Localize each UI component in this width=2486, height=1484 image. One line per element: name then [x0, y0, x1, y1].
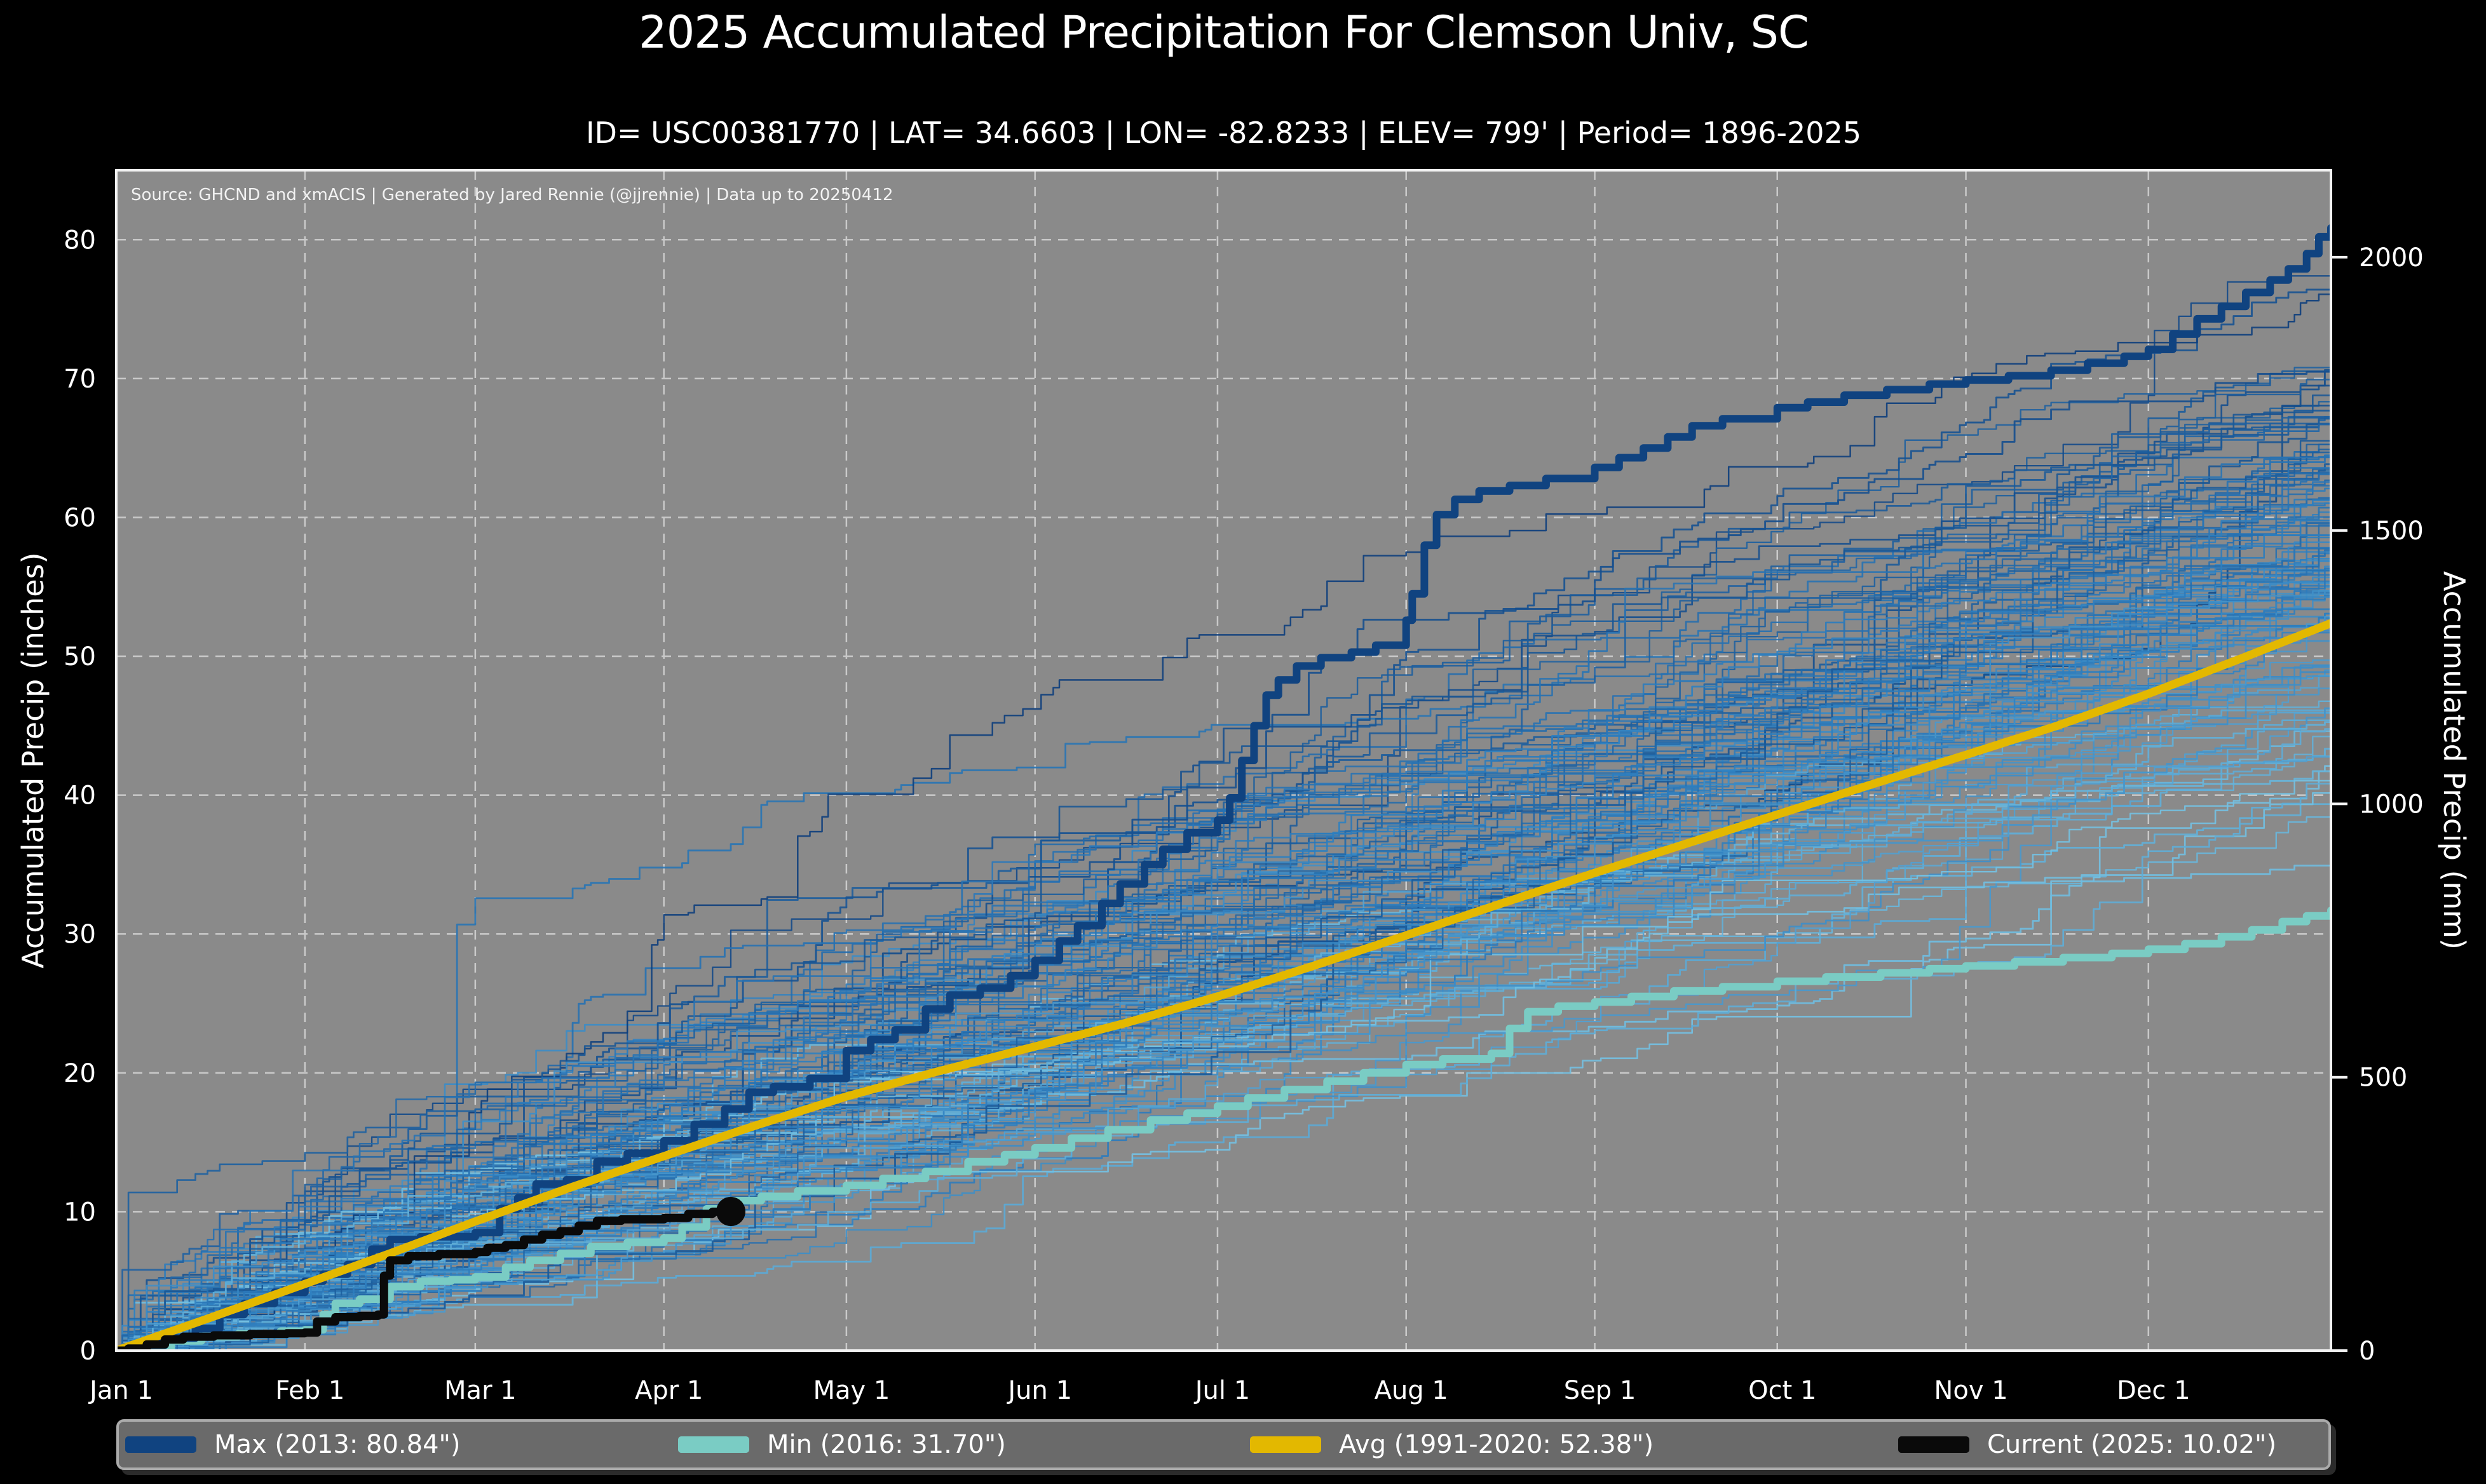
y-left-tick-label: 50: [64, 642, 96, 671]
y-right-tick-label: 1000: [2359, 790, 2424, 819]
plot-border: [115, 169, 2332, 1352]
ensemble-year-line: [116, 275, 2331, 1351]
current-end-dot: [716, 1196, 745, 1226]
legend-label-min: Min (2016: 31.70"): [767, 1430, 1006, 1459]
x-tick-label: Jan 1: [88, 1376, 153, 1405]
y-left-tick-label: 0: [80, 1337, 96, 1366]
legend-item-min: Min (2016: 31.70"): [678, 1422, 1006, 1467]
ensemble-year-line: [116, 423, 2331, 1351]
y-right-tick-label: 0: [2359, 1337, 2375, 1366]
ensemble-year-line: [116, 612, 2331, 1351]
ensemble-year-line: [116, 608, 2331, 1351]
legend-label-max: Max (2013: 80.84"): [214, 1430, 461, 1459]
ensemble-year-line: [116, 415, 2331, 1351]
x-tick-label: Mar 1: [444, 1376, 517, 1405]
x-tick-label: Jul 1: [1193, 1376, 1250, 1405]
series-min-line: [116, 907, 2331, 1351]
ensemble-year-line: [116, 429, 2331, 1351]
x-tick-label: Apr 1: [635, 1376, 703, 1405]
ensemble-year-line: [116, 467, 2331, 1351]
ensemble-year-line: [116, 485, 2331, 1351]
legend-swatch-current-line: [1898, 1436, 1969, 1453]
y-right-tick-label: 1500: [2359, 516, 2424, 546]
x-tick-label: Jun 1: [1006, 1376, 1072, 1405]
legend-swatch-max-line: [125, 1436, 196, 1453]
ensemble-year-line: [116, 468, 2331, 1351]
ensemble-year-line: [116, 590, 2331, 1351]
ensemble-year-line: [116, 274, 2331, 1351]
x-tick-label: Dec 1: [2117, 1376, 2191, 1405]
page-title: 2025 Accumulated Precipitation For Clems…: [639, 6, 1809, 58]
y-axis-title-inches: Accumulated Precip (inches): [16, 552, 50, 969]
ensemble-year-line: [116, 816, 2331, 1351]
x-tick-label: Sep 1: [1564, 1376, 1636, 1405]
y-left-tick-label: 10: [64, 1197, 96, 1227]
ensemble-year-line: [116, 865, 2331, 1351]
y-left-tick-label: 60: [64, 503, 96, 532]
ensemble-year-line: [116, 623, 2331, 1351]
legend-swatch-min-line: [678, 1436, 749, 1453]
y-right-tick-label: 500: [2359, 1063, 2407, 1093]
source-note: Source: GHCND and xmACIS | Generated by …: [131, 186, 893, 205]
x-tick-label: Aug 1: [1375, 1376, 1448, 1405]
ensemble-year-line: [116, 409, 2331, 1351]
ensemble-year-line: [116, 586, 2331, 1351]
ensemble-year-line: [116, 384, 2331, 1351]
y-left-tick-label: 80: [64, 226, 96, 255]
station-subtitle: ID= USC00381770 | LAT= 34.6603 | LON= -8…: [585, 116, 1862, 150]
y-axis-title-mm: Accumulated Precip (mm): [2437, 570, 2471, 950]
legend-label-current: Current (2025: 10.02"): [1987, 1430, 2277, 1459]
ensemble-year-line: [116, 522, 2331, 1351]
y-left-tick-label: 70: [64, 365, 96, 394]
y-left-tick-label: 30: [64, 920, 96, 949]
series-current-line: [116, 1207, 735, 1351]
legend-label-avg: Avg (1991-2020: 52.38"): [1339, 1430, 1654, 1459]
ensemble-year-line: [116, 756, 2331, 1351]
x-tick-label: Nov 1: [1934, 1376, 2007, 1405]
y-left-tick-label: 40: [64, 781, 96, 811]
ensemble-year-line: [116, 394, 2331, 1351]
legend-item-max: Max (2013: 80.84"): [125, 1422, 461, 1467]
x-tick-label: Oct 1: [1748, 1376, 1816, 1405]
x-tick-label: May 1: [813, 1376, 890, 1405]
y-left-tick-label: 20: [64, 1059, 96, 1088]
axis-ticks: 0 10 20 30 40 50 60 70 80 0 500 1000 1500 2000 Jan 1 Fe…: [64, 226, 2424, 1405]
y-right-tick-label: 2000: [2359, 243, 2424, 273]
legend-item-avg: Avg (1991-2020: 52.38"): [1250, 1422, 1654, 1467]
ensemble-year-line: [116, 569, 2331, 1351]
legend: Max (2013: 80.84") Min (2016: 31.70") Av…: [116, 1419, 2331, 1470]
ensemble-year-line: [116, 552, 2331, 1351]
ensemble-year-line: [116, 546, 2331, 1351]
legend-swatch-avg-line: [1250, 1436, 1321, 1453]
x-tick-label: Feb 1: [275, 1376, 344, 1405]
legend-item-current: Current (2025: 10.02"): [1898, 1422, 2276, 1467]
series-avg-line: [116, 619, 2331, 1351]
ensemble-year-line: [116, 487, 2331, 1351]
